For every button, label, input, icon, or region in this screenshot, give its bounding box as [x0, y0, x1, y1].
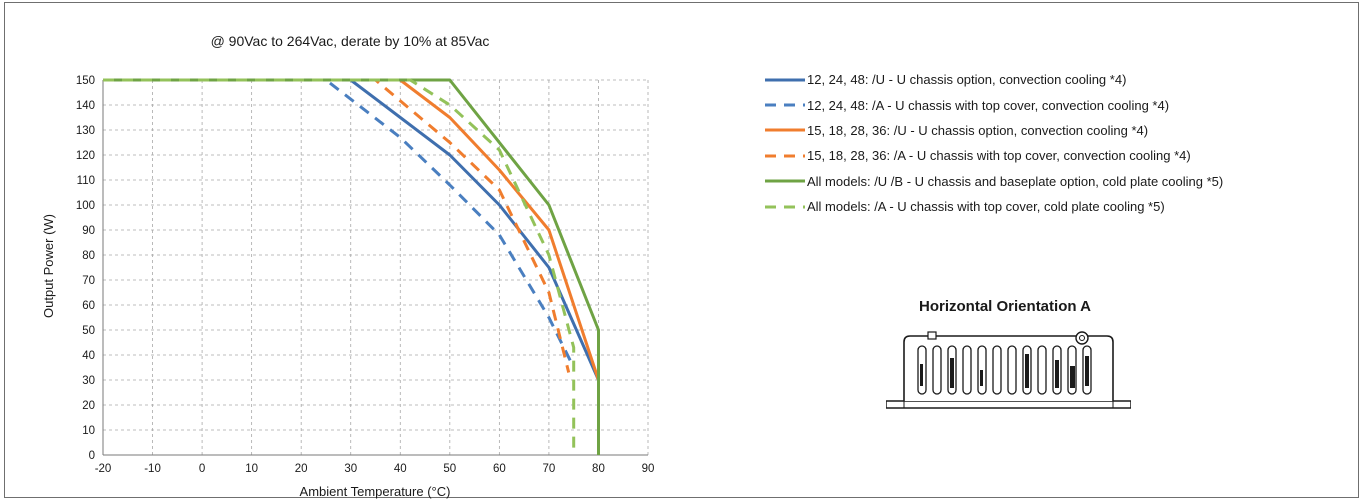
x-tick-label: 30: [344, 463, 357, 475]
y-tick-label: 100: [76, 200, 95, 212]
legend-swatch: [765, 103, 805, 107]
y-tick-label: 30: [82, 375, 95, 387]
tick-labels: -20 -10 0 10 20 30 40 50 60 70 80 90 0 10 20 30 40 50 60 70…: [76, 75, 655, 475]
legend-label: 12, 24, 48: /U - U chassis option, conve…: [807, 72, 1127, 88]
series-line-4: [103, 78, 571, 373]
legend-item: 12, 24, 48: /U - U chassis option, conve…: [765, 67, 1223, 92]
x-tick-label: 60: [493, 463, 506, 475]
figure-frame: [4, 2, 1359, 498]
legend-swatch: [765, 78, 805, 82]
y-tick-label: 150: [76, 75, 95, 87]
legend-item: 15, 18, 28, 36: /U - U chassis option, c…: [765, 118, 1223, 143]
legend-item: 15, 18, 28, 36: /A - U chassis with top …: [765, 143, 1223, 168]
y-tick-label: 120: [76, 150, 95, 162]
legend-label: 12, 24, 48: /A - U chassis with top cove…: [807, 97, 1170, 113]
x-tick-label: -10: [144, 463, 161, 475]
y-tick-label: 20: [82, 400, 95, 412]
x-tick-label: 50: [443, 463, 456, 475]
power-supply-chassis-icon: [886, 331, 1131, 409]
orientation-title: Horizontal Orientation A: [919, 298, 1091, 315]
x-tick-label: 0: [199, 463, 205, 475]
grid: [103, 79, 649, 455]
y-tick-label: 0: [89, 450, 95, 462]
y-tick-label: 80: [82, 250, 95, 262]
y-tick-label: 40: [82, 350, 95, 362]
y-tick-label: 10: [82, 425, 95, 437]
x-tick-label: 80: [592, 463, 605, 475]
x-tick-label: 90: [642, 463, 655, 475]
y-tick-label: 90: [82, 225, 95, 237]
legend-swatch: [765, 205, 805, 209]
x-tick-label: 70: [543, 463, 556, 475]
y-tick-label: 70: [82, 275, 95, 287]
series-line-6: [103, 78, 576, 455]
x-tick-label: 20: [295, 463, 308, 475]
y-tick-label: 50: [82, 325, 95, 337]
y-axis-label: Output Power (W): [41, 214, 56, 318]
x-tick-label: -20: [95, 463, 112, 475]
axes: [102, 80, 648, 456]
y-tick-label: 60: [82, 300, 95, 312]
legend-label: All models: /U /B - U chassis and basepl…: [807, 173, 1224, 189]
y-tick-label: 140: [76, 100, 95, 112]
y-tick-label: 110: [77, 175, 95, 187]
legend-label: 15, 18, 28, 36: /A - U chassis with top …: [807, 148, 1191, 164]
legend-item: 12, 24, 48: /A - U chassis with top cove…: [765, 92, 1223, 117]
legend: 12, 24, 48: /U - U chassis option, conve…: [765, 67, 1223, 219]
x-tick-label: 10: [245, 463, 258, 475]
series-line-2: [103, 78, 576, 369]
chart-title: @ 90Vac to 264Vac, derate by 10% at 85Va…: [210, 33, 490, 49]
series-lines: [103, 78, 600, 455]
legend-swatch: [765, 179, 805, 183]
legend-swatch: [765, 128, 805, 132]
legend-item: All models: /A - U chassis with top cove…: [765, 194, 1223, 219]
y-tick-label: 130: [76, 125, 95, 137]
legend-swatch: [765, 154, 805, 158]
legend-item: All models: /U /B - U chassis and basepl…: [765, 169, 1223, 194]
legend-label: All models: /A - U chassis with top cove…: [807, 199, 1165, 215]
legend-label: 15, 18, 28, 36: /U - U chassis option, c…: [807, 122, 1149, 138]
x-axis-label: Ambient Temperature (°C): [300, 484, 451, 499]
x-tick-label: 40: [394, 463, 407, 475]
